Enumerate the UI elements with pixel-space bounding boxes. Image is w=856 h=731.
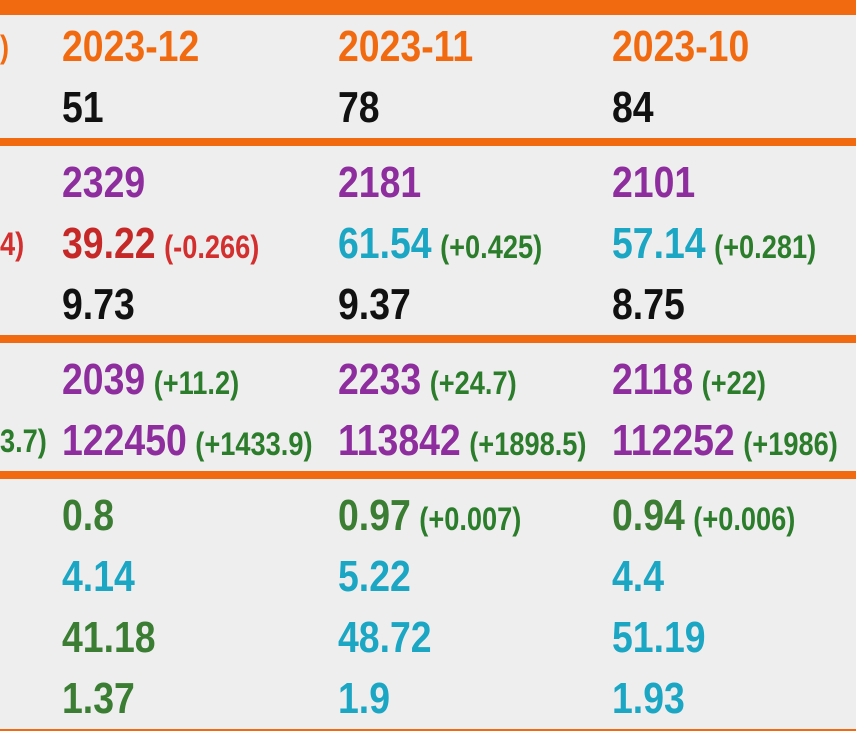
table-cell: 0.97 (+0.007) (338, 491, 521, 541)
table-cell: 2101 (612, 158, 695, 208)
cut-off-text: 4) (0, 219, 24, 269)
table-cell: 84 (612, 83, 654, 133)
cut-off-text: ) (0, 22, 9, 72)
table-cell: 4.14 (62, 552, 135, 602)
cell-delta: (+1433.9) (195, 426, 313, 462)
cut-off-text: 3.7) (0, 416, 47, 466)
cell-delta: (+24.7) (429, 365, 517, 401)
cell-delta: (+11.2) (153, 365, 240, 401)
section-separator (0, 335, 856, 343)
table-cell: 2023-10 (612, 22, 749, 72)
cell-value: 84 (612, 83, 654, 132)
table-cell: 1.37 (62, 674, 135, 724)
cut-off-value: 3.7) (0, 423, 47, 459)
table-cell: 2039 (+11.2) (62, 355, 239, 405)
cell-delta: (+1986) (743, 426, 838, 462)
table-cell: 61.54 (+0.425) (338, 219, 542, 269)
table-cell: 9.37 (338, 280, 411, 330)
cell-value: 9.37 (338, 280, 411, 329)
section-separator (0, 138, 856, 146)
table-cell: 2181 (338, 158, 421, 208)
cell-value: 0.97 (338, 491, 411, 540)
cell-value: 1.37 (62, 674, 135, 723)
table-cell: 112252 (+1986) (612, 416, 838, 466)
cell-value: 5.22 (338, 552, 411, 601)
table-cell: 2118 (+22) (612, 355, 766, 405)
cell-value: 51.19 (612, 613, 706, 662)
table-cell: 51 (62, 83, 104, 133)
cell-value: 2023-11 (338, 22, 474, 71)
cell-value: 4.14 (62, 552, 135, 601)
cell-value: 39.22 (62, 219, 156, 268)
cell-value: 113842 (338, 416, 461, 465)
cell-value: 48.72 (338, 613, 432, 662)
cell-value: 2329 (62, 158, 146, 207)
cell-value: 2233 (338, 355, 422, 404)
table-cell: 1.93 (612, 674, 685, 724)
cell-value: 2118 (612, 355, 694, 404)
table-cell: 2023-12 (62, 22, 199, 72)
cell-delta: (+1898.5) (469, 426, 587, 462)
cell-value: 2023-10 (612, 22, 750, 71)
cell-delta: (+0.007) (419, 501, 522, 537)
table-cell: 0.8 (62, 491, 114, 541)
cell-value: 2101 (612, 158, 696, 207)
table-cell: 51.19 (612, 613, 706, 663)
cell-value: 122450 (62, 416, 187, 465)
cell-value: 8.75 (612, 280, 685, 329)
cell-value: 4.4 (612, 552, 664, 601)
cell-value: 1.93 (612, 674, 685, 723)
cell-value: 2023-12 (62, 22, 200, 71)
cell-value: 2181 (338, 158, 422, 207)
cell-value: 2039 (62, 355, 146, 404)
cell-delta: (+0.281) (714, 229, 817, 265)
section-separator (0, 729, 856, 731)
table-cell: 2023-11 (338, 22, 473, 72)
table-cell: 9.73 (62, 280, 135, 330)
cell-value: 41.18 (62, 613, 156, 662)
table-cell: 122450 (+1433.9) (62, 416, 312, 466)
cell-value: 51 (62, 83, 104, 132)
table-cell: 113842 (+1898.5) (338, 416, 586, 466)
table-cell: 4.4 (612, 552, 664, 602)
table-cell: 48.72 (338, 613, 432, 663)
cell-value: 0.8 (62, 491, 114, 540)
cell-value: 78 (338, 83, 380, 132)
table-cell: 78 (338, 83, 380, 133)
cell-value: 57.14 (612, 219, 706, 268)
cell-value: 112252 (612, 416, 735, 465)
cell-value: 9.73 (62, 280, 135, 329)
table-cell: 0.94 (+0.006) (612, 491, 795, 541)
table-cell: 2233 (+24.7) (338, 355, 517, 405)
table-cell: 2329 (62, 158, 145, 208)
table-cell: 5.22 (338, 552, 411, 602)
table-cell: 39.22 (-0.266) (62, 219, 259, 269)
table-cell: 41.18 (62, 613, 156, 663)
cell-value: 1.9 (338, 674, 390, 723)
table-cell: 8.75 (612, 280, 685, 330)
section-separator (0, 471, 856, 479)
cut-off-value: ) (0, 29, 10, 65)
cell-value: 61.54 (338, 219, 432, 268)
cell-value: 0.94 (612, 491, 685, 540)
cell-delta: (+0.006) (693, 501, 796, 537)
cell-delta: (+0.425) (440, 229, 543, 265)
cell-delta: (+22) (701, 365, 766, 401)
cell-delta: (-0.266) (164, 229, 260, 265)
cut-off-value: 4) (0, 226, 25, 262)
table-cell: 1.9 (338, 674, 390, 724)
top-bar (0, 0, 856, 15)
table-cell: 57.14 (+0.281) (612, 219, 816, 269)
